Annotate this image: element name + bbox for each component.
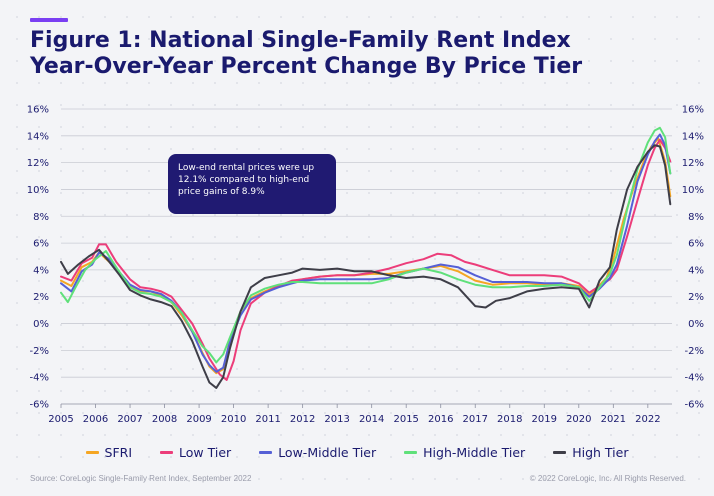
y-tick-label-left: -6%: [30, 400, 49, 411]
copyright-note: © 2022 CoreLogic, Inc. All Rights Reserv…: [529, 474, 686, 483]
y-tick-label-right: 8%: [688, 212, 704, 223]
x-tick-label: 2021: [601, 414, 626, 425]
legend-label: Low Tier: [179, 444, 232, 460]
legend-swatch: [160, 450, 174, 454]
series-line-low-middle-tier: [60, 133, 672, 373]
x-tick-label: 2006: [83, 414, 108, 425]
y-tick-label-right: 16%: [682, 105, 704, 116]
legend-item: High-Middle Tier: [404, 443, 525, 461]
x-tick-label: 2018: [497, 414, 522, 425]
x-tick-label: 2005: [48, 414, 73, 425]
x-tick-label: 2017: [463, 414, 488, 425]
y-tick-label-left: 0%: [33, 319, 49, 330]
x-tick-label: 2020: [566, 414, 591, 425]
y-tick-label-left: 4%: [33, 265, 49, 276]
y-tick-label-right: 10%: [682, 185, 704, 196]
series-line-low-tier: [60, 138, 672, 381]
y-tick-label-right: 6%: [688, 239, 704, 250]
x-tick-label: 2022: [635, 414, 660, 425]
x-tick-label: 2012: [290, 414, 315, 425]
legend-swatch: [404, 450, 418, 454]
y-tick-label-left: 12%: [27, 158, 49, 169]
series-line-high-middle-tier: [60, 126, 672, 364]
chart-annotation: Low-end rental prices were up 12.1% comp…: [168, 154, 336, 214]
y-tick-label-left: 16%: [27, 105, 49, 116]
y-tick-label-right: 12%: [682, 158, 704, 169]
title-line-2: Year-Over-Year Percent Change By Price T…: [30, 54, 583, 79]
legend-label: SFRI: [104, 444, 133, 460]
y-tick-label-left: -2%: [30, 346, 49, 357]
x-tick-label: 2007: [117, 414, 142, 425]
series-line-high-tier: [60, 144, 672, 389]
legend-swatch: [553, 450, 567, 454]
y-tick-label-right: 0%: [688, 319, 704, 330]
legend-item: SFRI: [85, 443, 133, 461]
x-tick-label: 2014: [359, 414, 384, 425]
legend-swatch: [259, 450, 273, 454]
legend-label: Low-Middle Tier: [278, 444, 377, 460]
legend-swatch: [85, 450, 99, 454]
legend-item: High Tier: [553, 443, 628, 461]
x-tick-label: 2009: [186, 414, 211, 425]
title-line-1: Figure 1: National Single-Family Rent In…: [30, 28, 571, 53]
y-tick-label-right: 2%: [688, 292, 704, 303]
y-tick-label-left: 8%: [33, 212, 49, 223]
footer: Source: CoreLogic Single-Family Rent Ind…: [30, 474, 686, 483]
figure-title: Figure 1: National Single-Family Rent In…: [30, 28, 690, 80]
x-tick-label: 2011: [255, 414, 280, 425]
y-tick-label-left: 14%: [27, 131, 49, 142]
legend-label: High-Middle Tier: [423, 444, 526, 460]
y-tick-label-left: 10%: [27, 185, 49, 196]
y-tick-label-right: -6%: [685, 400, 704, 411]
x-tick-label: 2013: [324, 414, 349, 425]
legend-item: Low Tier: [160, 443, 231, 461]
x-tick-label: 2019: [532, 414, 557, 425]
legend-item: Low-Middle Tier: [259, 443, 376, 461]
chart-legend: SFRI Low Tier Low-Middle Tier High-Middle T…: [0, 443, 714, 461]
x-tick-label: 2015: [393, 414, 418, 425]
y-tick-label-right: -2%: [685, 346, 704, 357]
y-tick-label-left: 6%: [33, 239, 49, 250]
x-tick-label: 2016: [428, 414, 453, 425]
y-tick-label-right: 4%: [688, 265, 704, 276]
x-tick-label: 2010: [221, 414, 246, 425]
source-note: Source: CoreLogic Single-Family Rent Ind…: [30, 474, 252, 483]
legend-label: High Tier: [572, 444, 629, 460]
y-tick-label-left: -4%: [30, 373, 49, 384]
y-tick-label-right: 14%: [682, 131, 704, 142]
y-tick-label-right: -4%: [685, 373, 704, 384]
title-accent-bar: [30, 18, 68, 22]
x-tick-label: 2008: [152, 414, 177, 425]
series-line-sfri: [60, 137, 672, 375]
y-tick-label-left: 2%: [33, 292, 49, 303]
